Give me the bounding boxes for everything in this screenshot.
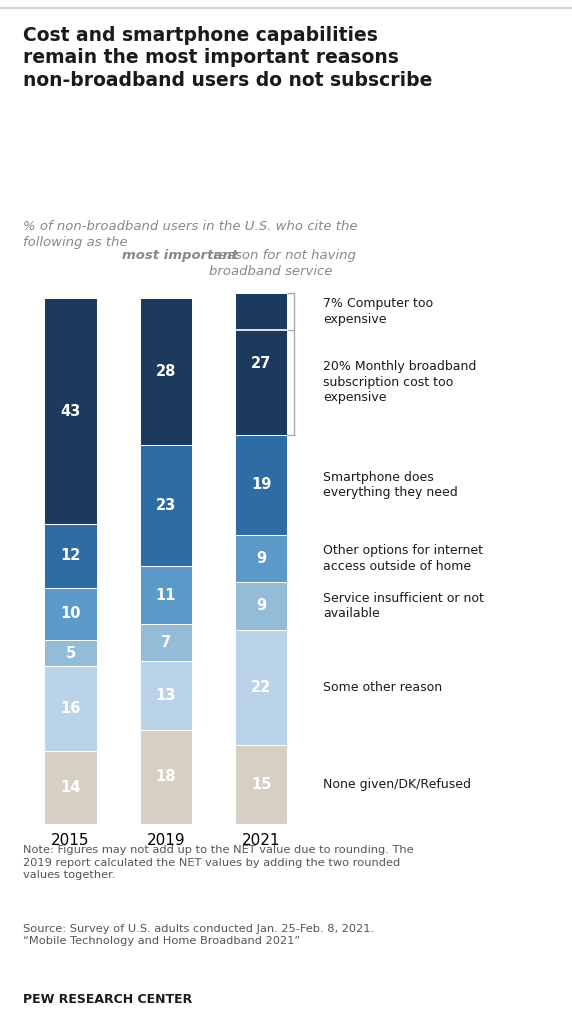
Bar [45, 751, 97, 824]
Text: None given/DK/Refused: None given/DK/Refused [323, 778, 471, 792]
Bar [140, 662, 192, 729]
Text: most important: most important [122, 249, 238, 262]
Bar [45, 667, 97, 751]
Bar [235, 293, 288, 435]
Text: Some other reason: Some other reason [323, 681, 442, 694]
Text: 7: 7 [161, 635, 171, 650]
Bar [235, 630, 288, 745]
Text: 20% Monthly broadband
subscription cost too
expensive: 20% Monthly broadband subscription cost … [323, 360, 476, 404]
Text: % of non-broadband users in the U.S. who cite the
following as the: % of non-broadband users in the U.S. who… [23, 220, 358, 249]
Text: 16: 16 [61, 701, 81, 716]
Bar [140, 566, 192, 625]
Bar [45, 524, 97, 588]
Bar [235, 745, 288, 824]
Text: Service insufficient or not
available: Service insufficient or not available [323, 592, 484, 621]
Text: Note: Figures may not add up to the NET value due to rounding. The
2019 report c: Note: Figures may not add up to the NET … [23, 845, 414, 881]
Bar [45, 640, 97, 667]
Bar [140, 729, 192, 824]
Text: 7% Computer too
expensive: 7% Computer too expensive [323, 297, 434, 326]
Bar [45, 298, 97, 524]
Bar [140, 298, 192, 445]
Text: 9: 9 [256, 598, 267, 613]
Bar [235, 583, 288, 630]
Text: 22: 22 [251, 680, 271, 695]
Bar [235, 435, 288, 535]
Text: 11: 11 [156, 588, 176, 603]
Text: 5: 5 [65, 646, 76, 660]
Bar [140, 445, 192, 566]
Bar [45, 588, 97, 640]
Text: 14: 14 [61, 780, 81, 795]
Text: 12: 12 [61, 549, 81, 563]
Text: reason for not having
broadband service: reason for not having broadband service [209, 249, 356, 278]
Text: 18: 18 [156, 769, 176, 784]
Text: Smartphone does
everything they need: Smartphone does everything they need [323, 471, 458, 499]
Text: 23: 23 [156, 499, 176, 513]
Text: 27: 27 [251, 356, 271, 372]
Text: 9: 9 [256, 551, 267, 566]
Text: Cost and smartphone capabilities
remain the most important reasons
non-broadband: Cost and smartphone capabilities remain … [23, 26, 432, 90]
Text: 10: 10 [60, 606, 81, 622]
Text: 13: 13 [156, 688, 176, 702]
Text: 43: 43 [61, 403, 81, 419]
Bar [140, 625, 192, 662]
Text: PEW RESEARCH CENTER: PEW RESEARCH CENTER [23, 993, 192, 1007]
Text: 15: 15 [251, 777, 272, 793]
Bar [235, 535, 288, 583]
Text: Source: Survey of U.S. adults conducted Jan. 25-Feb. 8, 2021.
“Mobile Technology: Source: Survey of U.S. adults conducted … [23, 924, 374, 946]
Text: 28: 28 [156, 365, 176, 379]
Text: Other options for internet
access outside of home: Other options for internet access outsid… [323, 545, 483, 572]
Text: 19: 19 [251, 477, 271, 493]
